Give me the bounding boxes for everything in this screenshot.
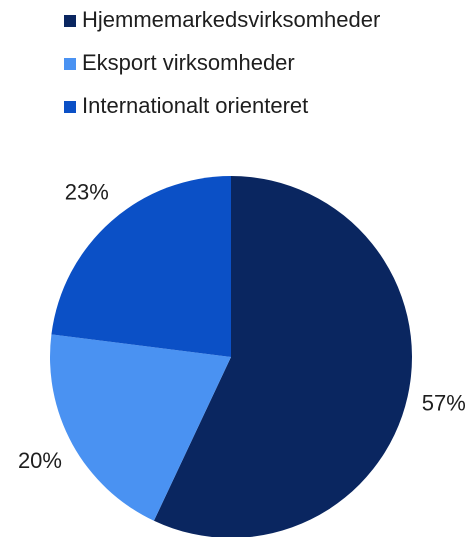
legend-label: Internationalt orienteret: [82, 93, 308, 118]
pie-slice: [51, 176, 231, 357]
data-label: 23%: [65, 179, 109, 204]
legend-swatch: [64, 15, 76, 27]
pie-slice: [153, 176, 412, 537]
data-label: 20%: [18, 448, 62, 473]
data-label: 57%: [422, 390, 466, 415]
legend-swatch: [64, 58, 76, 70]
legend-label: Hjemmemarkedsvirksomheder: [82, 7, 380, 32]
pie-slice: [50, 334, 232, 521]
legend-swatch: [64, 101, 76, 113]
legend-label: Eksport virksomheder: [82, 50, 295, 75]
